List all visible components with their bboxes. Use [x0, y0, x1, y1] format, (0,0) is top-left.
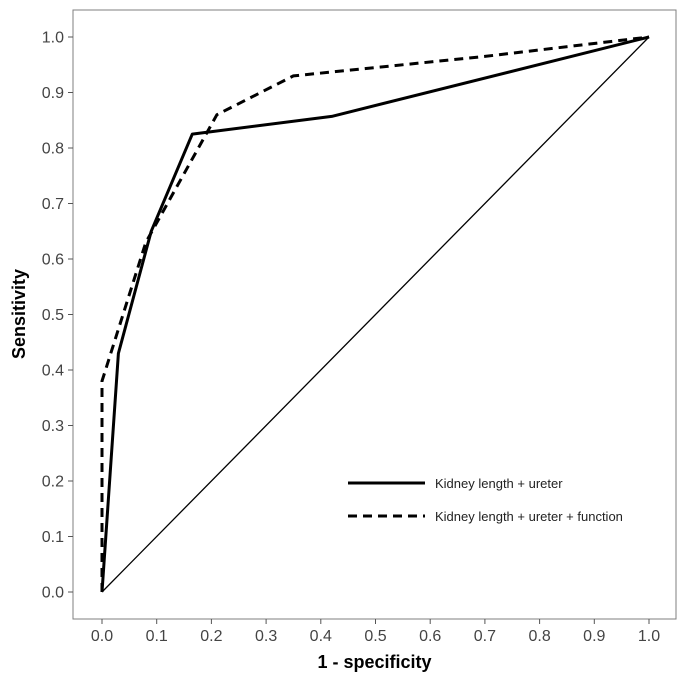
x-tick-label: 0.2 [200, 628, 222, 645]
series-line-dashed [100, 35, 650, 592]
x-tick-label: 0.6 [419, 628, 441, 645]
y-tick-label: 0.4 [42, 363, 64, 380]
y-axis: 0.0 0.1 0.2 0.3 0.4 0.5 0.6 0.7 0.8 0.9 1.0 [42, 30, 73, 602]
x-tick-label: 0.5 [364, 628, 386, 645]
y-tick-label: 0.5 [42, 307, 64, 324]
legend: Kidney length + ureter Kidney length + u… [348, 476, 623, 524]
x-tick-label: 0.9 [583, 628, 605, 645]
y-tick-label: 1.0 [42, 30, 64, 47]
y-tick-label: 0.2 [42, 474, 64, 491]
series-layer [100, 35, 650, 593]
reference-diagonal-line [101, 36, 650, 593]
x-tick-label: 1.0 [638, 628, 660, 645]
x-tick-label: 0.3 [255, 628, 277, 645]
y-tick-label: 0.7 [42, 196, 64, 213]
series-line-solid [100, 35, 650, 593]
x-tick-label: 0.7 [474, 628, 496, 645]
x-tick-label: 0.4 [310, 628, 332, 645]
legend-label-solid: Kidney length + ureter [435, 476, 563, 491]
x-axis-title: 1 - specificity [317, 652, 431, 672]
y-tick-label: 0.8 [42, 141, 64, 158]
x-tick-label: 0.8 [528, 628, 550, 645]
y-tick-label: 0.6 [42, 252, 64, 269]
y-tick-label: 0.1 [42, 529, 64, 546]
y-tick-label: 0.3 [42, 418, 64, 435]
y-tick-label: 0.9 [42, 85, 64, 102]
legend-label-dashed: Kidney length + ureter + function [435, 509, 623, 524]
x-axis: 0.0 0.1 0.2 0.3 0.4 0.5 0.6 0.7 0.8 0.9 1.0 [91, 619, 660, 645]
x-tick-label: 0.1 [146, 628, 168, 645]
y-tick-label: 0.0 [42, 585, 64, 602]
x-tick-label: 0.0 [91, 628, 113, 645]
y-axis-title: Sensitivity [9, 269, 29, 359]
